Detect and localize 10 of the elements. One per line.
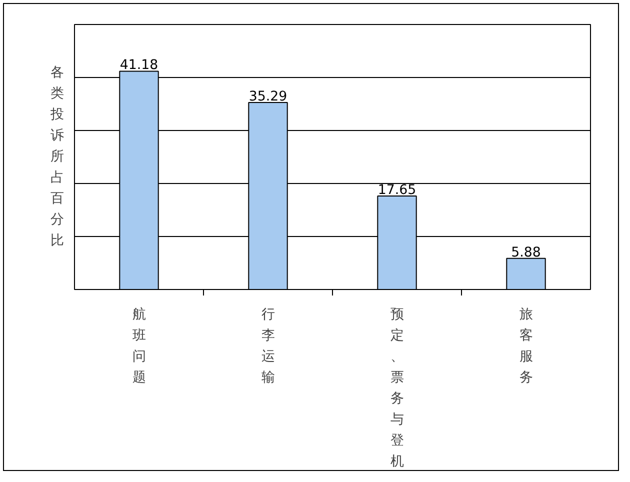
x-tick-label: 航班问题 xyxy=(132,308,146,386)
x-tick-label: 行李运输 xyxy=(262,308,274,386)
text: 各类投诉所占百分比 xyxy=(50,66,64,248)
data-label: 17.65 xyxy=(378,182,416,198)
bar xyxy=(506,258,546,290)
x-tick-label: 预定、票务与登机 xyxy=(390,308,404,470)
data-label: 35.29 xyxy=(248,89,288,104)
data-label: 5.88 xyxy=(511,245,541,260)
x-tick-label: 旅客服务 xyxy=(520,308,532,386)
data-label: 41.18 xyxy=(120,58,158,74)
